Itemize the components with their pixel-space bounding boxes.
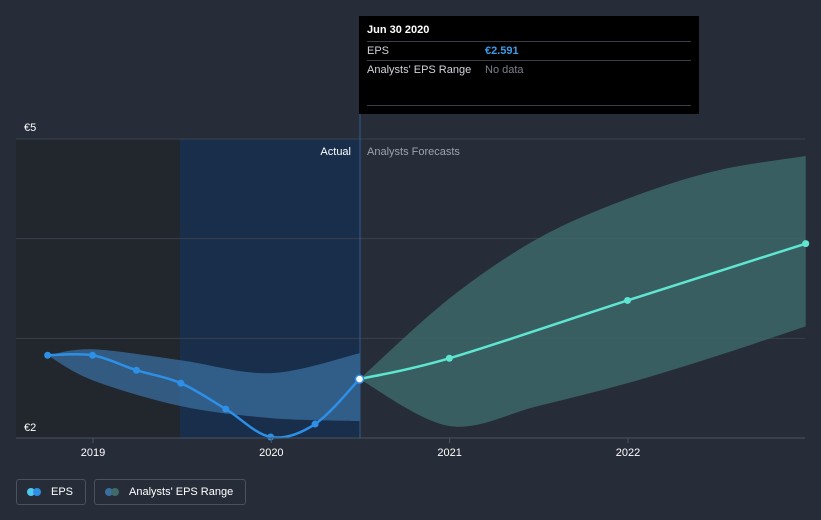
tooltip-range-value: No data [485,64,524,76]
series-1-point-2[interactable] [624,296,632,304]
x-tick-label-2021: 2021 [437,447,461,459]
x-axis-ticks: 2019 2020 2021 2022 [81,438,640,459]
series-0-point-3[interactable] [177,379,185,387]
legend-eps-label: EPS [51,486,74,498]
tooltip-row-range: Analysts' EPS Range No data [367,60,691,79]
series-0-point-0[interactable] [44,351,52,359]
series-lines [47,242,807,439]
series-1-point-1[interactable] [445,354,453,362]
tooltip-range-label: Analysts' EPS Range [367,64,472,76]
data-tooltip: Jun 30 2020 EPS €2.591 Analysts' EPS Ran… [359,16,699,114]
x-tick-label-2019: 2019 [81,447,105,459]
series-1-point-3[interactable] [802,240,810,248]
series-0-point-6[interactable] [311,420,319,428]
legend-range-swatch-icon [105,488,121,496]
series-line-0 [47,352,361,439]
tooltip-row-eps: EPS €2.591 [367,41,691,60]
series-0-point-4[interactable] [222,405,230,413]
series-line-1 [359,242,807,381]
series-0-point-5[interactable] [267,433,275,441]
chart-legend: EPS Analysts' EPS Range [16,479,247,505]
actual-label: Actual [320,146,351,158]
legend-range-label: Analysts' EPS Range [129,486,234,498]
x-tick-label-2022: 2022 [616,447,640,459]
tooltip-eps-label: EPS [367,45,390,57]
legend-item-eps-range[interactable]: Analysts' EPS Range [94,479,247,505]
tooltip-date: Jun 30 2020 [367,24,430,36]
tooltip-divider [367,105,691,106]
y-tick-label-bottom: €2 [24,422,36,434]
forecast-label: Analysts Forecasts [367,146,460,158]
x-tick-label-2020: 2020 [259,447,283,459]
legend-eps-swatch-icon [27,488,43,496]
series-0-point-7[interactable] [354,374,365,384]
y-tick-label-top: €5 [24,122,36,134]
tooltip-eps-value: €2.591 [485,45,519,57]
range-area-1 [359,155,806,427]
series-0-point-1[interactable] [89,351,97,359]
series-0-point-2[interactable] [132,366,140,374]
series-points [44,240,810,441]
legend-item-eps[interactable]: EPS [16,479,87,505]
